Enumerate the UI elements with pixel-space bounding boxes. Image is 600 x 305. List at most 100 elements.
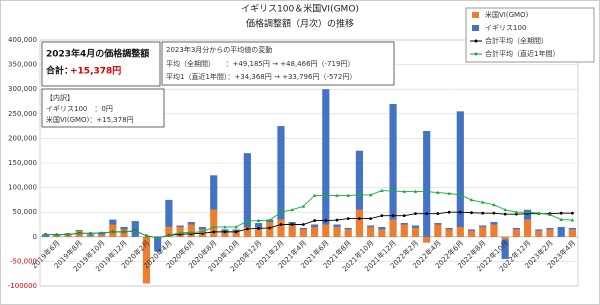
bar — [523, 219, 532, 237]
point — [380, 188, 384, 192]
point — [290, 207, 294, 212]
point — [234, 230, 238, 234]
point — [447, 191, 451, 195]
box-line: 米国VI(GMO)：+15,378円 — [46, 115, 134, 124]
point — [402, 214, 406, 218]
bar — [210, 209, 218, 237]
bar — [322, 89, 330, 225]
bar — [445, 227, 453, 230]
point — [189, 230, 194, 234]
point — [503, 207, 507, 212]
bar — [254, 227, 263, 237]
point — [391, 189, 395, 193]
bar — [546, 227, 554, 230]
box — [41, 88, 165, 128]
info-box: 2023年4月の価格調整額 合計： +15,378円 — [41, 41, 161, 87]
point — [324, 193, 328, 197]
bar — [333, 224, 341, 227]
bar — [333, 226, 341, 237]
legend: 米国VI(GMO) イギリス100 合計平均（全期間） 合計平均（直近1年間） — [465, 7, 595, 63]
bar — [434, 223, 442, 225]
bar — [210, 175, 218, 210]
point — [212, 230, 216, 234]
bar — [557, 226, 565, 237]
bar — [479, 225, 487, 227]
total-label: 合計： — [46, 65, 73, 77]
bar — [490, 224, 498, 237]
point — [234, 225, 238, 229]
bar — [501, 239, 509, 259]
bar — [86, 235, 95, 237]
bar — [131, 221, 139, 237]
legend-swatch — [472, 12, 479, 18]
bar — [277, 219, 285, 237]
point — [245, 219, 250, 223]
bar — [467, 230, 476, 237]
point — [469, 198, 474, 202]
y-tick-label: 150,000 — [8, 159, 37, 167]
bar — [568, 227, 576, 230]
point — [481, 211, 485, 215]
bar — [479, 226, 487, 237]
bar — [299, 229, 307, 237]
bar — [277, 126, 285, 220]
bar — [232, 229, 240, 231]
bar — [254, 223, 263, 228]
bar — [86, 234, 95, 236]
point — [290, 223, 294, 226]
point — [312, 193, 317, 197]
legend-swatch — [472, 25, 479, 31]
point — [548, 212, 552, 217]
bar — [546, 229, 554, 237]
bar — [221, 231, 229, 237]
legend-label: 合計平均（全期間） — [485, 36, 548, 45]
box — [41, 41, 161, 87]
y-tick-label: 100,000 — [8, 184, 37, 192]
point — [99, 231, 104, 235]
bar — [512, 229, 520, 237]
chart-title: イギリス100＆米国VI(GMO) — [241, 3, 359, 15]
box-heading: 2023年4月の価格調整額 — [46, 48, 149, 60]
point — [514, 210, 519, 214]
bar — [142, 236, 151, 284]
point — [155, 235, 160, 240]
point — [503, 212, 507, 216]
point — [301, 204, 306, 208]
point — [369, 217, 373, 220]
point — [346, 217, 350, 220]
bar — [75, 229, 83, 231]
bar — [243, 226, 251, 237]
box-line: 平均1（直近1年間）：+34,368円 → +33,796円（-572円） — [166, 72, 356, 81]
bar — [467, 229, 476, 231]
y-tick-label: 250,000 — [8, 110, 37, 118]
bar — [378, 226, 386, 230]
point — [458, 193, 463, 197]
y-tick-label: 350,000 — [8, 61, 37, 69]
breakdown-box: 【内訳】 イギリス100 ：0円 米国VI(GMO)：+15,378円 — [41, 88, 165, 128]
bar — [535, 230, 543, 237]
bar — [400, 224, 408, 237]
y-tick-label: -100000 — [8, 282, 37, 290]
bar — [198, 226, 207, 230]
bar — [367, 225, 375, 227]
legend-marker — [474, 39, 478, 43]
point — [357, 193, 362, 197]
point — [268, 226, 272, 230]
point — [178, 231, 182, 235]
bar — [165, 226, 173, 237]
point — [43, 232, 48, 236]
total-value: +15,378円 — [70, 66, 121, 77]
bar — [512, 227, 520, 230]
point — [200, 230, 205, 234]
point — [133, 229, 138, 233]
bar — [266, 222, 274, 237]
bar — [322, 224, 330, 237]
point — [413, 189, 418, 193]
bar — [456, 111, 464, 227]
bar — [389, 103, 397, 220]
bar — [490, 222, 498, 225]
point — [144, 234, 149, 238]
y-tick-label: 400,000 — [8, 36, 37, 44]
point — [425, 212, 429, 216]
point — [66, 232, 70, 236]
